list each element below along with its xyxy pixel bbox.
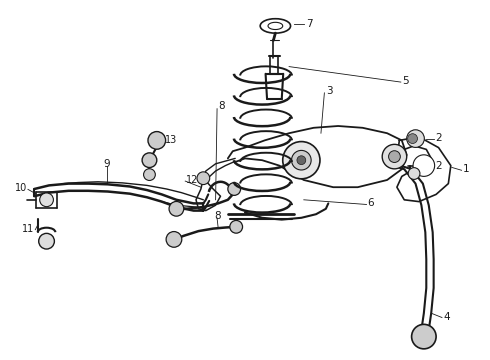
Circle shape xyxy=(412,324,436,349)
Text: 9: 9 xyxy=(103,159,110,169)
Circle shape xyxy=(40,193,53,207)
Circle shape xyxy=(283,141,320,179)
Circle shape xyxy=(382,144,407,169)
Text: 7: 7 xyxy=(306,19,313,30)
Circle shape xyxy=(407,130,424,148)
Circle shape xyxy=(144,169,155,180)
Circle shape xyxy=(169,202,184,216)
Circle shape xyxy=(142,153,157,167)
Text: 2: 2 xyxy=(435,133,442,143)
Circle shape xyxy=(408,134,417,144)
Text: 11: 11 xyxy=(22,224,34,234)
Circle shape xyxy=(408,168,420,179)
Circle shape xyxy=(166,231,182,247)
Circle shape xyxy=(297,156,306,165)
Circle shape xyxy=(230,220,243,233)
Circle shape xyxy=(197,172,210,185)
Circle shape xyxy=(389,151,400,162)
Circle shape xyxy=(413,155,435,176)
Circle shape xyxy=(228,183,241,195)
Text: 13: 13 xyxy=(165,135,177,145)
Circle shape xyxy=(39,233,54,249)
Text: 2: 2 xyxy=(435,161,442,171)
Text: 12: 12 xyxy=(186,175,198,185)
Text: 4: 4 xyxy=(443,312,450,322)
Text: 5: 5 xyxy=(402,76,409,86)
Text: 6: 6 xyxy=(368,198,374,208)
Circle shape xyxy=(292,150,311,170)
Circle shape xyxy=(148,132,166,149)
Text: 10: 10 xyxy=(15,183,27,193)
Text: 3: 3 xyxy=(326,86,333,96)
Text: 1: 1 xyxy=(463,164,470,174)
Text: 8: 8 xyxy=(215,211,221,221)
Text: 8: 8 xyxy=(218,101,225,111)
